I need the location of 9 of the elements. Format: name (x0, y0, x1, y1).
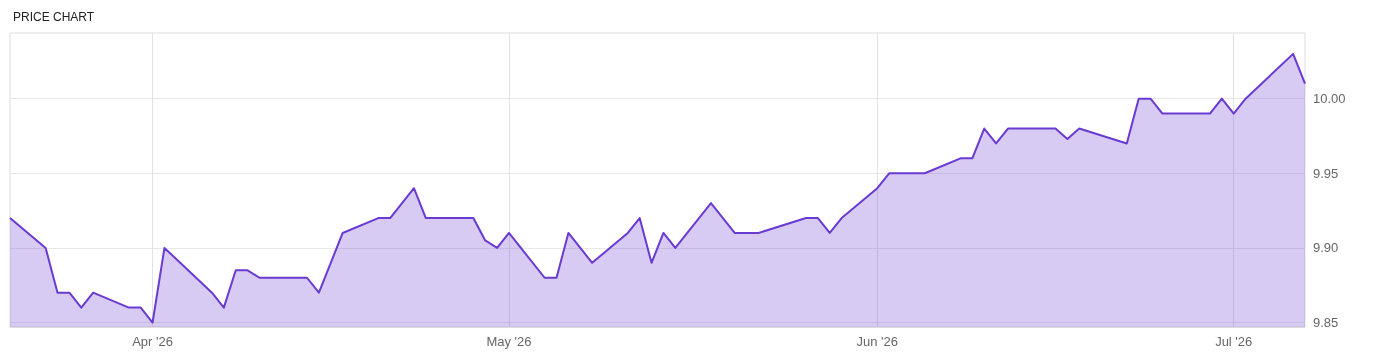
x-tick-label: Jul '26 (1215, 334, 1253, 349)
chart-title: PRICE CHART (13, 10, 95, 24)
y-tick-label: 9.95 (1313, 165, 1339, 181)
x-tick-label: Jun '26 (856, 334, 899, 349)
x-tick-label: May '26 (486, 334, 532, 349)
y-tick-label: 9.90 (1313, 240, 1339, 256)
x-tick-label: Apr '26 (132, 334, 173, 349)
y-tick-label: 10.00 (1313, 91, 1346, 107)
y-tick-label: 9.85 (1313, 315, 1339, 331)
